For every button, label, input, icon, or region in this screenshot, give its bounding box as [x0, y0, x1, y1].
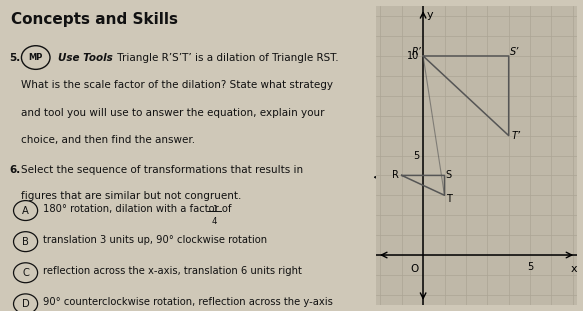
Text: C: C — [22, 268, 29, 278]
Text: B: B — [22, 237, 29, 247]
Text: R’: R’ — [412, 47, 422, 57]
Text: 5: 5 — [527, 262, 533, 272]
Text: choice, and then find the answer.: choice, and then find the answer. — [20, 135, 195, 145]
Text: 90° counterclockwise rotation, reflection across the y-axis: 90° counterclockwise rotation, reflectio… — [43, 297, 333, 307]
Text: Select the sequence of transformations that results in: Select the sequence of transformations t… — [20, 165, 303, 175]
Text: 5.: 5. — [9, 53, 20, 63]
Text: figures that are similar but not congruent.: figures that are similar but not congrue… — [20, 191, 241, 201]
Text: 5: 5 — [413, 151, 419, 160]
Text: 180° rotation, dilation with a factor of: 180° rotation, dilation with a factor of — [43, 204, 235, 214]
Text: translation 3 units up, 90° clockwise rotation: translation 3 units up, 90° clockwise ro… — [43, 235, 268, 245]
Circle shape — [13, 263, 37, 283]
Text: 6.: 6. — [9, 165, 20, 175]
Text: reflection across the x-axis, translation 6 units right: reflection across the x-axis, translatio… — [43, 266, 302, 276]
Text: x: x — [571, 264, 577, 274]
Text: D: D — [22, 299, 30, 309]
Text: R: R — [392, 170, 399, 180]
Text: S’: S’ — [510, 47, 519, 57]
Text: T: T — [446, 194, 452, 204]
Text: and tool you will use to answer the equation, explain your: and tool you will use to answer the equa… — [20, 108, 324, 118]
Circle shape — [13, 294, 37, 311]
Text: 4: 4 — [212, 217, 217, 226]
Circle shape — [13, 232, 37, 252]
Text: S: S — [446, 170, 452, 180]
Circle shape — [22, 46, 50, 69]
Text: A: A — [22, 206, 29, 216]
Text: What is the scale factor of the dilation? State what strategy: What is the scale factor of the dilation… — [20, 80, 333, 90]
Text: Triangle R’S’T’ is a dilation of Triangle RST.: Triangle R’S’T’ is a dilation of Triangl… — [114, 53, 339, 63]
Circle shape — [13, 201, 37, 220]
Text: MP: MP — [29, 53, 43, 62]
Text: 10: 10 — [407, 51, 419, 61]
Text: 1: 1 — [212, 205, 217, 214]
Text: Concepts and Skills: Concepts and Skills — [11, 12, 178, 27]
Text: y: y — [427, 10, 434, 20]
Text: T’: T’ — [512, 131, 521, 141]
Text: Use Tools: Use Tools — [58, 53, 113, 63]
Text: O: O — [410, 264, 419, 274]
